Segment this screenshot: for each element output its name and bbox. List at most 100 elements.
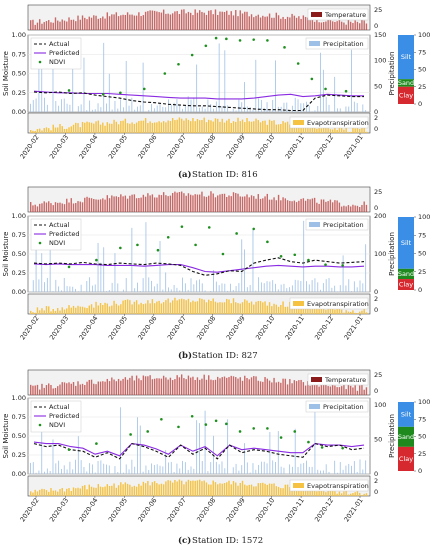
y-tick-label: 1.00 [12,212,26,220]
evap-bar [214,118,217,133]
evap-bar [192,300,194,314]
soil-tick-label: 75 [418,415,426,423]
ndvi-point [204,44,208,48]
evap-bar [275,486,278,496]
precipitation-bar [80,104,82,112]
temperature-bar [54,17,57,30]
temperature-bar [57,202,59,212]
evap-bar [167,480,169,496]
precipitation-bar [215,281,217,292]
temperature-bar [79,19,81,30]
evap-bar [246,118,248,133]
evap-bar [30,491,32,496]
temperature-bar [160,12,163,30]
precipitation-bar [187,96,189,112]
precipitation-legend-swatch [309,404,320,409]
temperature-bar [167,379,169,395]
legend-predicted-label: Predicted [49,49,80,57]
evap-bar [106,303,109,314]
ndvi-point [341,264,344,267]
temperature-bar [250,377,253,395]
precipitation-bar [269,281,271,292]
precipitation-bar [69,104,71,112]
evap-bar [95,121,97,133]
precipitation-bar [328,104,330,112]
precipitation-bar [359,280,361,292]
evap-bar [219,483,221,496]
temperature-bar [88,197,90,212]
temperature-bar [327,386,329,395]
temperature-bar [187,11,190,30]
temperature-bar [273,197,275,212]
precipitation-bar [314,411,316,474]
precipitation-bar [362,469,364,474]
y2-axis-title: Precipitation [388,232,396,276]
x-tick-label: 2021-01 [342,134,364,161]
temperature-bar [54,202,57,212]
temperature-bar [203,374,205,395]
evap-bar [52,308,54,314]
precipitation-bar [297,466,299,474]
precipitation-bar [83,291,85,292]
evap-bar [356,313,359,314]
evap-bar [131,304,133,314]
precipitation-bar [280,106,282,112]
temperature-bar [277,15,280,30]
temperature-bar [358,206,361,212]
predicted-line [33,441,365,457]
evap-bar [99,486,102,496]
evap-bar [196,301,199,314]
precipitation-bar [106,291,107,292]
temperature-bar [167,196,169,212]
temperature-bar [271,199,273,212]
evap-bar [93,123,95,133]
legend-ndvi-swatch [38,241,42,245]
temperature-bar [221,377,223,395]
evap-bar [169,302,172,314]
evap-bar [52,490,54,496]
evap-bar [57,127,59,133]
evap-bar [244,122,246,133]
evap-bar [156,483,158,496]
precipitation-bar [38,470,40,474]
temperature-bar [268,380,271,395]
precipitation-bar [210,462,212,474]
precipitation-bar [134,288,136,292]
evap-bar [70,307,72,314]
precipitation-bar [153,108,155,112]
evap-bar [273,303,275,314]
evap-bar [331,489,334,496]
y-tick-label: 0.25 [12,451,26,459]
precipitation-bar [213,270,214,292]
temperature-bar [158,12,160,30]
temperature-bar [41,23,43,30]
actual-line [33,257,365,276]
temperature-bar [282,378,284,395]
temperature-bar [194,9,196,30]
precipitation-bar [331,287,333,292]
temperature-bar [199,10,201,30]
temperature-bar [59,384,61,395]
temperature-bar [230,196,232,212]
evap-bar [343,312,345,314]
temperature-bar [228,195,230,212]
evap-tick: 0 [374,306,378,314]
evap-bar [129,123,131,133]
evap-bar [72,487,75,496]
evap-bar [75,488,77,496]
precipitation-bar [241,465,243,474]
evap-bar [192,480,194,496]
precipitation-bar [325,464,327,474]
temperature-bar [162,192,165,212]
temperature-bar [142,375,145,395]
evap-bar [309,128,311,133]
evap-bar [149,485,151,496]
temperature-bar [106,195,109,212]
precipitation-bar [128,105,130,112]
evap-bar [45,127,48,133]
temperature-bar [99,199,102,212]
precipitation-bar [246,462,248,474]
x-tick-label: 2020-10 [254,497,276,524]
precipitation-bar [89,277,91,292]
evap-bar [226,120,228,133]
